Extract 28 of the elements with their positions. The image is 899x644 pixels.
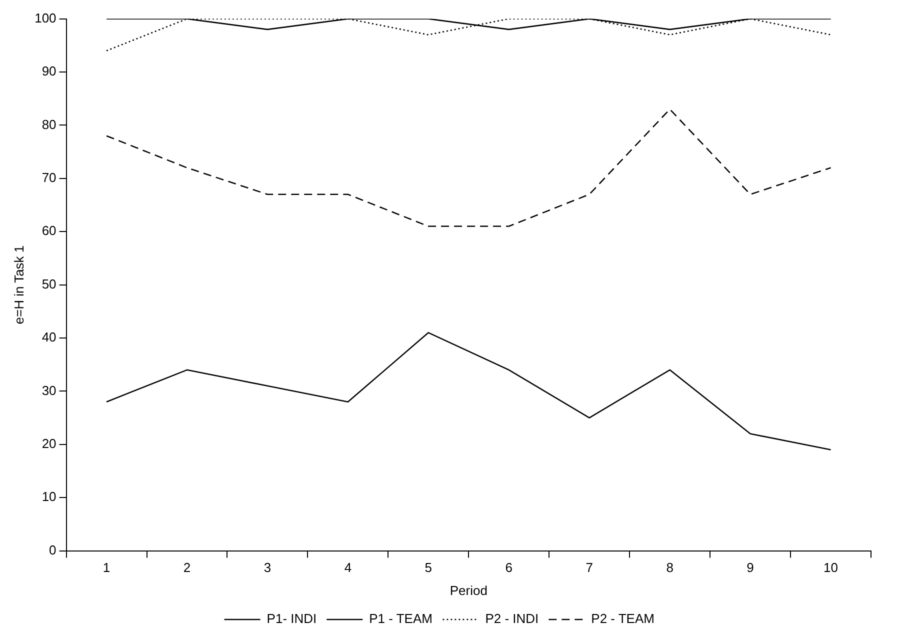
x-tick-label: 3: [264, 560, 272, 576]
y-tick-label: 80: [42, 116, 56, 132]
x-tick-label: 6: [505, 560, 512, 576]
y-tick-label: 40: [42, 330, 56, 345]
y-tick-label: 60: [42, 223, 56, 238]
x-tick-label: 9: [746, 560, 754, 576]
x-tick-label: 4: [344, 560, 352, 576]
legend-label: P1 - TEAM: [369, 611, 432, 626]
x-tick-label: 8: [666, 560, 674, 576]
y-tick-label: 90: [42, 64, 56, 79]
legend-label: P2 - INDI: [485, 611, 539, 626]
y-tick-label: 0: [49, 542, 56, 558]
legend-label: P2 - TEAM: [591, 611, 654, 626]
y-tick-label: 50: [42, 276, 56, 292]
x-tick-label: 7: [586, 560, 593, 576]
x-tick-label: 5: [424, 560, 432, 576]
y-axis-title: e=H in Task 1: [11, 245, 26, 324]
y-tick-label: 30: [42, 382, 56, 398]
legend-label: P1- INDI: [266, 611, 317, 626]
x-tick-label: 1: [102, 560, 110, 576]
x-tick-label: 2: [183, 560, 191, 576]
y-tick-label: 10: [42, 489, 56, 504]
x-axis-title: Period: [450, 582, 488, 598]
x-tick-label: 10: [824, 560, 838, 576]
line-series: [106, 108, 832, 227]
y-tick-label: 70: [42, 170, 56, 185]
y-tick-label: 20: [42, 436, 56, 451]
y-tick-label: 100: [34, 10, 56, 26]
